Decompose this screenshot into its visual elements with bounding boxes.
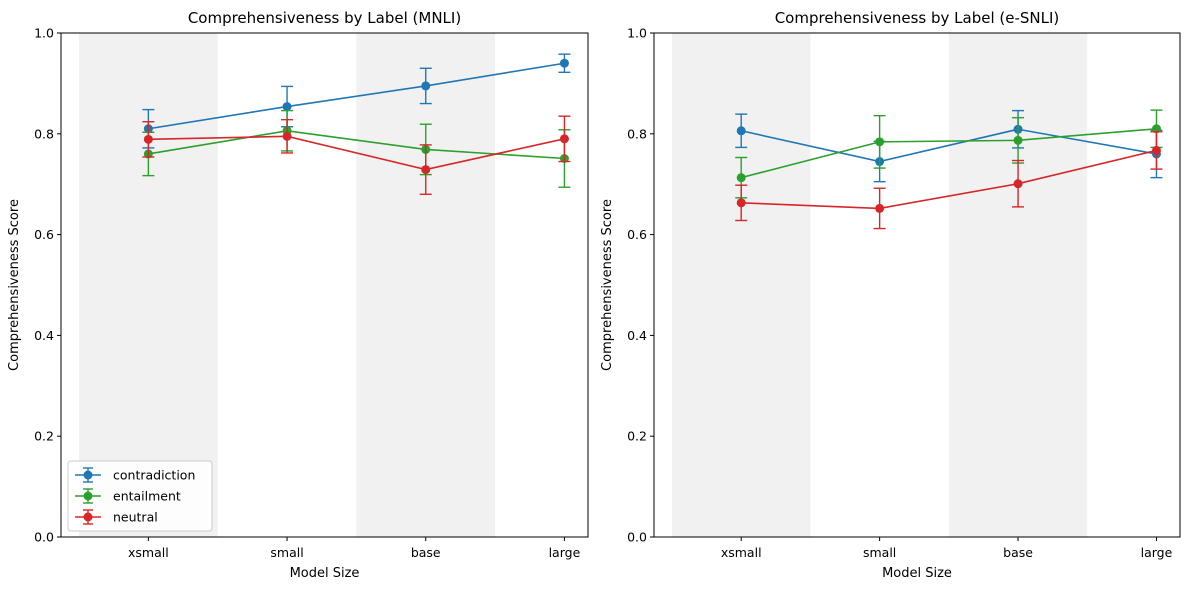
x-tick-label: small (863, 545, 896, 560)
y-axis-label: Comprehensiveness Score (600, 199, 615, 371)
legend-label-entailment: entailment (113, 489, 181, 504)
series-line-contradiction (148, 62, 565, 130)
data-point-neutral (1151, 145, 1161, 155)
data-point-neutral (559, 134, 569, 144)
y-tick-label: 0.2 (627, 429, 647, 444)
y-axis-label: Comprehensiveness Score (7, 199, 22, 371)
data-point-contradiction (736, 126, 746, 136)
data-point-neutral (1013, 179, 1023, 189)
y-tick-label: 0.8 (627, 126, 647, 141)
y-tick-label: 0.6 (627, 227, 647, 242)
data-point-contradiction (421, 81, 431, 91)
legend-marker-contradiction (83, 470, 93, 480)
legend-marker-neutral (83, 512, 93, 522)
data-point-neutral (421, 165, 431, 175)
y-tick-label: 1.0 (34, 26, 54, 41)
data-point-neutral (282, 131, 292, 141)
x-axis-label: Model Size (290, 566, 360, 581)
data-point-contradiction (559, 58, 569, 68)
y-tick-label: 0.2 (34, 429, 54, 444)
x-tick-label: large (1141, 545, 1173, 560)
y-tick-label: 0.4 (627, 328, 647, 343)
chart-panel-mnli: 0.0 0.2 0.4 0.6 0.8 1.0 xsmall small base large Co… (7, 9, 589, 581)
x-tick-label: large (549, 545, 581, 560)
x-tick-label: small (270, 545, 303, 560)
series-line-neutral (148, 135, 565, 171)
x-tick-label: xsmall (128, 545, 169, 560)
legend-label-neutral: neutral (113, 510, 158, 525)
x-tick-label: xsmall (721, 545, 762, 560)
legend-marker-entailment (83, 491, 93, 501)
shaded-band-xsmall (671, 33, 811, 537)
y-tick-label: 0.6 (34, 227, 54, 242)
y-tick-label: 0.0 (34, 530, 54, 545)
series-line-neutral (741, 149, 1157, 210)
axes-frame (60, 32, 589, 538)
data-point-entailment (1151, 124, 1161, 134)
data-point-neutral (736, 198, 746, 208)
data-point-neutral (143, 134, 153, 144)
legend-label-contradiction: contradiction (113, 468, 195, 483)
data-point-neutral (875, 203, 885, 213)
x-tick-label: base (1003, 545, 1033, 560)
y-tick-label: 1.0 (627, 26, 647, 41)
series-line-entailment (741, 127, 1157, 179)
data-point-entailment (1013, 135, 1023, 145)
y-tick-label: 0.4 (34, 328, 54, 343)
data-point-entailment (736, 173, 746, 183)
x-axis-label: Model Size (882, 566, 952, 581)
chart-panel-esnli: 0.0 0.2 0.4 0.6 0.8 1.0 xsmall small base large Co… (600, 9, 1181, 581)
x-tick-label: base (411, 545, 441, 560)
shaded-band-base (356, 33, 496, 537)
y-tick-label: 0.8 (34, 126, 54, 141)
series-line-contradiction (741, 128, 1157, 163)
y-tick-label: 0.0 (627, 530, 647, 545)
data-point-entailment (875, 137, 885, 147)
data-point-contradiction (282, 102, 292, 112)
legend: contradiction entailment neutral (67, 460, 213, 532)
legend-box (67, 460, 213, 532)
shaded-band-base (948, 33, 1088, 537)
axes-frame (653, 32, 1181, 538)
chart-title: Comprehensiveness by Label (e-SNLI) (775, 9, 1060, 27)
chart-title: Comprehensiveness by Label (MNLI) (188, 9, 461, 27)
